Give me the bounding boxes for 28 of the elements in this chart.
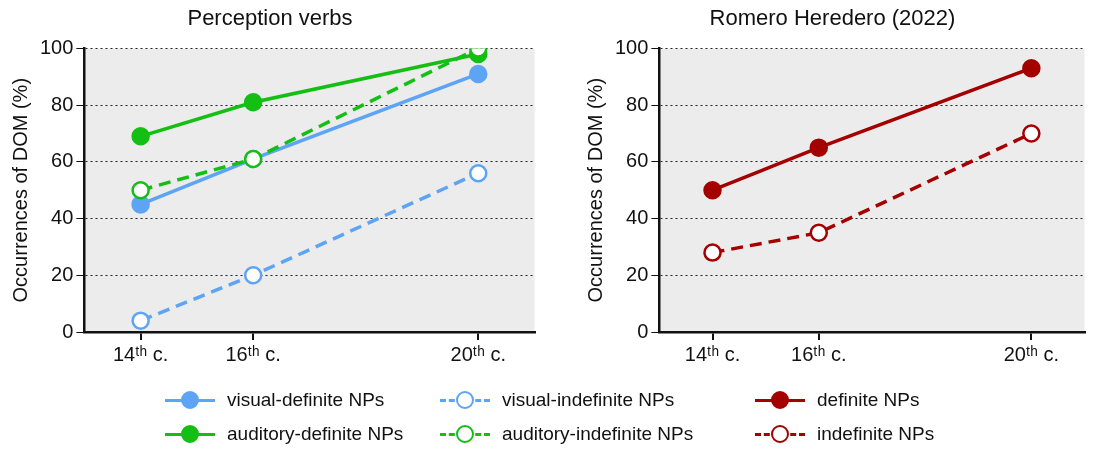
y-tick-label: 20 <box>626 262 649 285</box>
chart-title: Perception verbs <box>187 5 353 31</box>
legend-label: visual-indefinite NPs <box>502 389 675 411</box>
y-tick-label: 40 <box>626 206 649 229</box>
y-tick-label: 0 <box>637 319 649 342</box>
legend-label: visual-definite NPs <box>227 389 385 411</box>
y-tick-label: 100 <box>614 35 649 58</box>
y-tick-label: 80 <box>51 92 74 115</box>
x-tick-label: 14ᵗʰ c. <box>684 342 741 365</box>
x-tick-label: 20ᵗʰ c. <box>450 342 506 365</box>
y-tick-label: 60 <box>626 149 649 172</box>
legend-label: indefinite NPs <box>817 423 935 445</box>
x-tick-label: 14ᵗʰ c. <box>112 342 169 365</box>
legend-label: auditory-definite NPs <box>227 423 404 445</box>
y-tick-label: 0 <box>62 319 74 342</box>
legend-label: auditory-indefinite NPs <box>502 423 694 445</box>
y-tick-label: 20 <box>51 262 74 285</box>
x-tick-label: 20ᵗʰ c. <box>1003 342 1060 365</box>
x-tick-label: 16ᵗʰ c. <box>791 342 847 365</box>
legend-label: definite NPs <box>817 389 920 411</box>
y-tick-label: 100 <box>39 35 74 58</box>
y-axis-title: Occurrences of DOM (%) <box>583 77 606 303</box>
chart-title: Romero Heredero (2022) <box>709 5 956 31</box>
y-tick-label: 60 <box>51 149 74 172</box>
y-tick-label: 40 <box>51 206 74 229</box>
y-axis-title: Occurrences of DOM (%) <box>8 77 31 303</box>
x-tick-label: 16ᵗʰ c. <box>225 342 281 365</box>
y-tick-label: 80 <box>626 92 649 115</box>
